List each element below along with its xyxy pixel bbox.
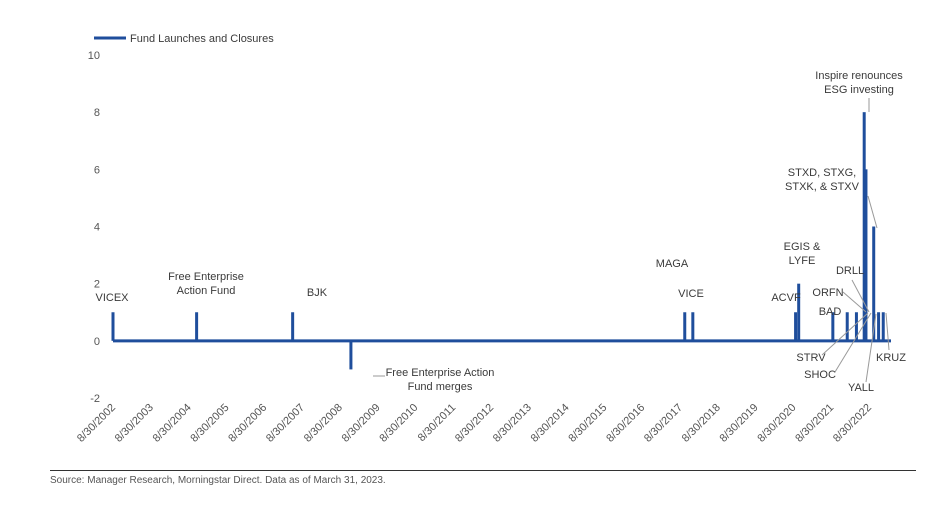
y-tick-label: 0 xyxy=(94,336,100,348)
bar xyxy=(831,312,835,341)
bar xyxy=(845,312,849,341)
annotation-leader xyxy=(865,313,877,383)
annotation-label: SHOC xyxy=(804,369,836,381)
annotations: VICEX Free Enterprise Action Fund BJK Free E… xyxy=(95,70,906,394)
x-tick-label: 8/30/2015 xyxy=(566,402,609,445)
annotation-label: Free Enterprise xyxy=(168,271,244,283)
annotation-label: Fund merges xyxy=(408,381,473,393)
annotation-label: YALL xyxy=(848,382,874,394)
x-tick-label: 8/30/2017 xyxy=(642,402,685,445)
bar xyxy=(797,283,801,341)
x-tick-label: 8/30/2010 xyxy=(377,402,420,445)
annotation-label: MAGA xyxy=(656,258,689,270)
x-tick-label: 8/30/2003 xyxy=(113,402,156,445)
y-tick-label: 6 xyxy=(94,164,100,176)
x-tick-label: 8/30/2020 xyxy=(755,402,798,445)
annotation-leader xyxy=(834,312,872,373)
x-tick-label: 8/30/2021 xyxy=(793,402,836,445)
bar xyxy=(291,312,295,341)
y-tick-label: 10 xyxy=(88,50,100,62)
x-tick-label: 8/30/2002 xyxy=(75,402,118,445)
annotation-leader xyxy=(842,291,867,313)
y-tick-label: -2 xyxy=(90,393,100,405)
annotation-label: ACVF xyxy=(771,292,801,304)
annotation-label: Inspire renounces xyxy=(815,70,903,82)
bar xyxy=(195,312,199,341)
x-axis: 8/30/20028/30/20038/30/20048/30/20058/30… xyxy=(75,402,874,445)
bars xyxy=(111,112,885,370)
ann-bjk: BJK xyxy=(307,287,328,299)
bar xyxy=(862,112,866,341)
x-tick-label: 8/30/2014 xyxy=(529,402,572,445)
bar xyxy=(794,312,798,341)
ann-vicex: VICEX xyxy=(95,292,129,304)
bar xyxy=(854,312,858,341)
annotation-label: STRV xyxy=(796,352,826,364)
bar xyxy=(864,169,868,341)
ann-vice: VICE xyxy=(678,288,704,300)
footer-rule xyxy=(50,470,916,471)
x-tick-label: 8/30/2011 xyxy=(416,402,459,445)
x-tick-label: 8/30/2005 xyxy=(188,402,231,445)
x-tick-label: 8/30/2004 xyxy=(151,402,194,445)
annotation-label: BAD xyxy=(819,306,842,318)
bar xyxy=(683,312,687,341)
ann-strv: STRV xyxy=(796,312,869,364)
ann-kruz: KRUZ xyxy=(876,312,906,364)
x-tick-label: 8/30/2016 xyxy=(604,402,647,445)
annotation-label: DRLL xyxy=(836,265,864,277)
annotation-leader xyxy=(867,195,878,229)
ann-orfn: ORFN xyxy=(812,287,867,313)
annotation-label: EGIS & xyxy=(784,241,821,253)
y-axis: -2 0 2 4 6 8 10 xyxy=(88,50,100,405)
x-tick-label: 8/30/2007 xyxy=(264,402,307,445)
bar xyxy=(111,312,115,341)
y-tick-label: 2 xyxy=(94,279,100,291)
ann-maga: MAGA xyxy=(656,258,689,270)
legend: Fund Launches and Closures xyxy=(94,33,274,45)
ann-stxd: STXD, STXG, STXK, & STXV xyxy=(785,167,878,229)
x-tick-label: 8/30/2019 xyxy=(718,402,761,445)
annotation-label: KRUZ xyxy=(876,352,906,364)
ann-acvf: ACVF xyxy=(771,292,801,304)
annotation-label: STXK, & STXV xyxy=(785,181,860,193)
annotation-label: Action Fund xyxy=(177,285,236,297)
annotation-label: BJK xyxy=(307,287,328,299)
annotation-label: VICEX xyxy=(95,292,129,304)
x-tick-label: 8/30/2018 xyxy=(680,402,723,445)
ann-bad: BAD xyxy=(819,306,842,318)
x-tick-label: 8/30/2012 xyxy=(453,402,496,445)
annotation-label: STXD, STXG, xyxy=(788,167,856,179)
ann-fund-merges: Free Enterprise Action Fund merges xyxy=(373,367,494,393)
ann-shoc: SHOC xyxy=(804,312,872,381)
annotation-label: Free Enterprise Action xyxy=(386,367,495,379)
x-tick-label: 8/30/2022 xyxy=(831,402,874,445)
bar xyxy=(691,312,695,341)
source-note: Source: Manager Research, Morningstar Di… xyxy=(50,475,386,486)
ann-egis-lyfe: EGIS & LYFE xyxy=(784,241,821,267)
bar xyxy=(881,312,885,341)
y-tick-label: 8 xyxy=(94,107,100,119)
annotation-label: LYFE xyxy=(789,255,816,267)
ann-free-enterprise: Free Enterprise Action Fund xyxy=(168,271,244,297)
x-tick-label: 8/30/2009 xyxy=(340,402,383,445)
ann-yall: YALL xyxy=(848,313,877,394)
x-tick-label: 8/30/2006 xyxy=(226,402,269,445)
legend-label: Fund Launches and Closures xyxy=(130,33,274,45)
bar xyxy=(349,340,353,370)
annotation-label: ESG investing xyxy=(824,84,894,96)
x-tick-label: 8/30/2008 xyxy=(302,402,345,445)
annotation-leader xyxy=(821,312,869,356)
x-tick-label: 8/30/2013 xyxy=(491,402,534,445)
annotation-leader xyxy=(851,279,870,313)
y-tick-label: 4 xyxy=(94,222,100,234)
ann-inspire: Inspire renounces ESG investing xyxy=(815,70,903,112)
annotation-label: VICE xyxy=(678,288,704,300)
bar xyxy=(877,312,881,341)
annotation-leader xyxy=(885,312,890,351)
ann-drll: DRLL xyxy=(836,265,870,313)
annotation-label: ORFN xyxy=(812,287,843,299)
bar xyxy=(872,226,876,341)
